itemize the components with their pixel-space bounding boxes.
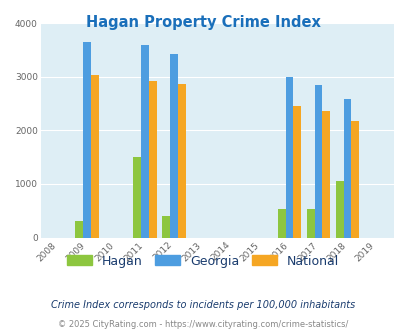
Bar [141,45,148,238]
Text: Crime Index corresponds to incidents per 100,000 inhabitants: Crime Index corresponds to incidents per… [51,300,354,310]
Bar [314,85,322,238]
Bar [177,84,185,238]
Bar [322,111,329,238]
Bar [277,209,285,238]
Bar [351,121,358,238]
Text: Hagan Property Crime Index: Hagan Property Crime Index [85,15,320,30]
Bar [148,81,156,238]
Bar [83,42,91,238]
Bar [133,157,141,238]
Bar [335,181,343,238]
Bar [306,209,314,238]
Legend: Hagan, Georgia, National: Hagan, Georgia, National [62,249,343,273]
Text: © 2025 CityRating.com - https://www.cityrating.com/crime-statistics/: © 2025 CityRating.com - https://www.city… [58,319,347,329]
Bar [91,75,98,238]
Bar [343,99,351,238]
Bar [75,221,83,238]
Bar [162,216,169,238]
Bar [169,54,177,238]
Bar [285,77,293,238]
Bar [293,106,301,238]
